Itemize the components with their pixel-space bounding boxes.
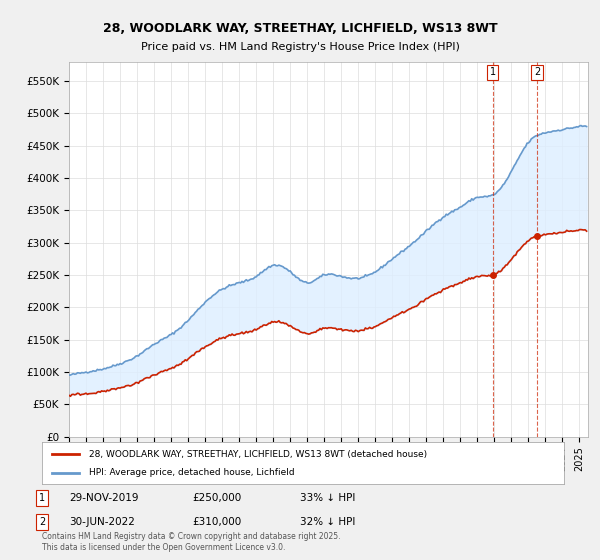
Text: 2: 2 (534, 67, 540, 77)
Text: HPI: Average price, detached house, Lichfield: HPI: Average price, detached house, Lich… (89, 468, 295, 477)
Text: 30-JUN-2022: 30-JUN-2022 (69, 517, 135, 527)
Text: £310,000: £310,000 (192, 517, 241, 527)
Text: Contains HM Land Registry data © Crown copyright and database right 2025.
This d: Contains HM Land Registry data © Crown c… (42, 532, 341, 552)
Text: Price paid vs. HM Land Registry's House Price Index (HPI): Price paid vs. HM Land Registry's House … (140, 42, 460, 52)
Text: 2: 2 (39, 517, 45, 527)
Text: 1: 1 (39, 493, 45, 503)
Text: 1: 1 (490, 67, 496, 77)
Text: 28, WOODLARK WAY, STREETHAY, LICHFIELD, WS13 8WT: 28, WOODLARK WAY, STREETHAY, LICHFIELD, … (103, 22, 497, 35)
Text: £250,000: £250,000 (192, 493, 241, 503)
Text: 29-NOV-2019: 29-NOV-2019 (69, 493, 139, 503)
Text: 28, WOODLARK WAY, STREETHAY, LICHFIELD, WS13 8WT (detached house): 28, WOODLARK WAY, STREETHAY, LICHFIELD, … (89, 450, 427, 459)
Text: 33% ↓ HPI: 33% ↓ HPI (300, 493, 355, 503)
Text: 32% ↓ HPI: 32% ↓ HPI (300, 517, 355, 527)
